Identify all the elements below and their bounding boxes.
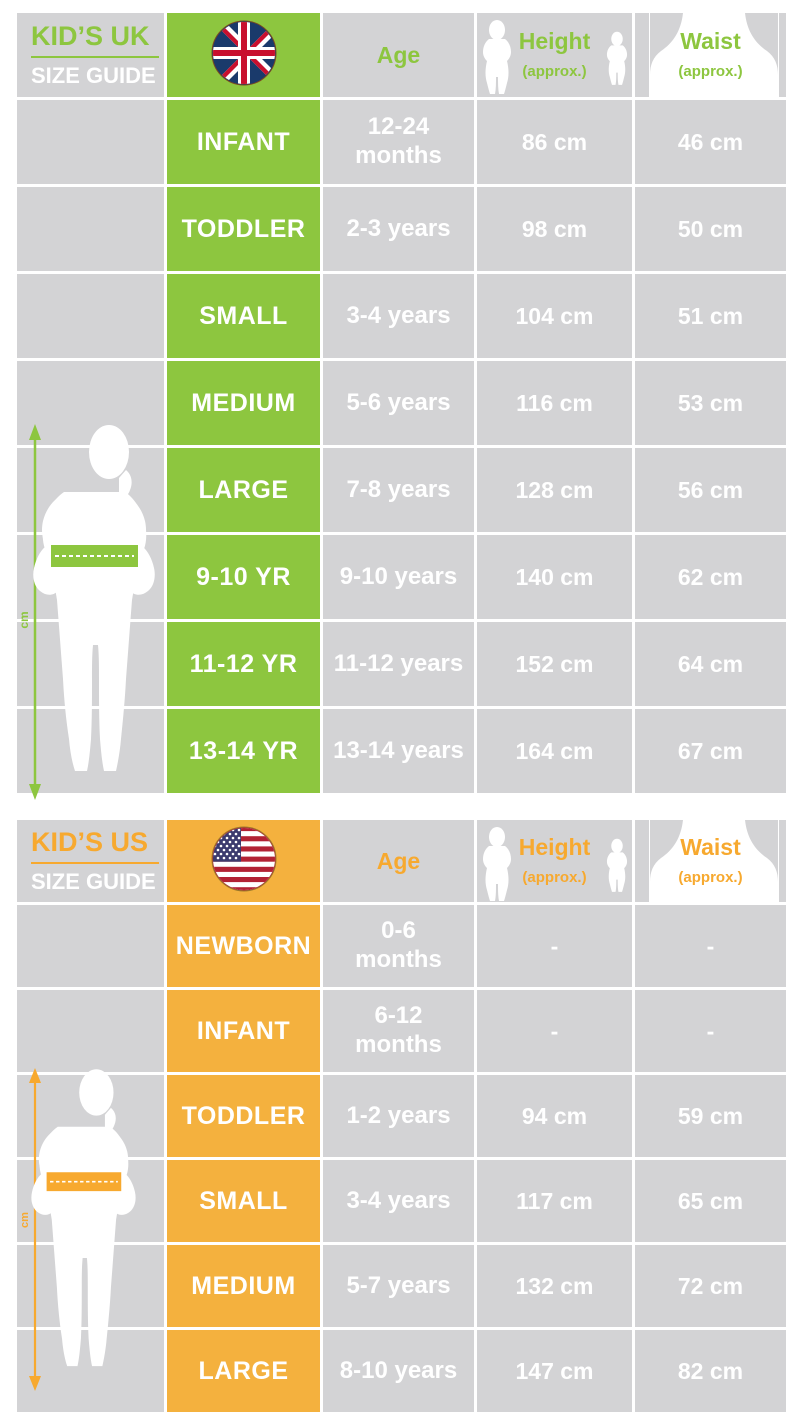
svg-text:cm: cm bbox=[20, 611, 31, 628]
svg-text:cm: cm bbox=[20, 1212, 31, 1228]
